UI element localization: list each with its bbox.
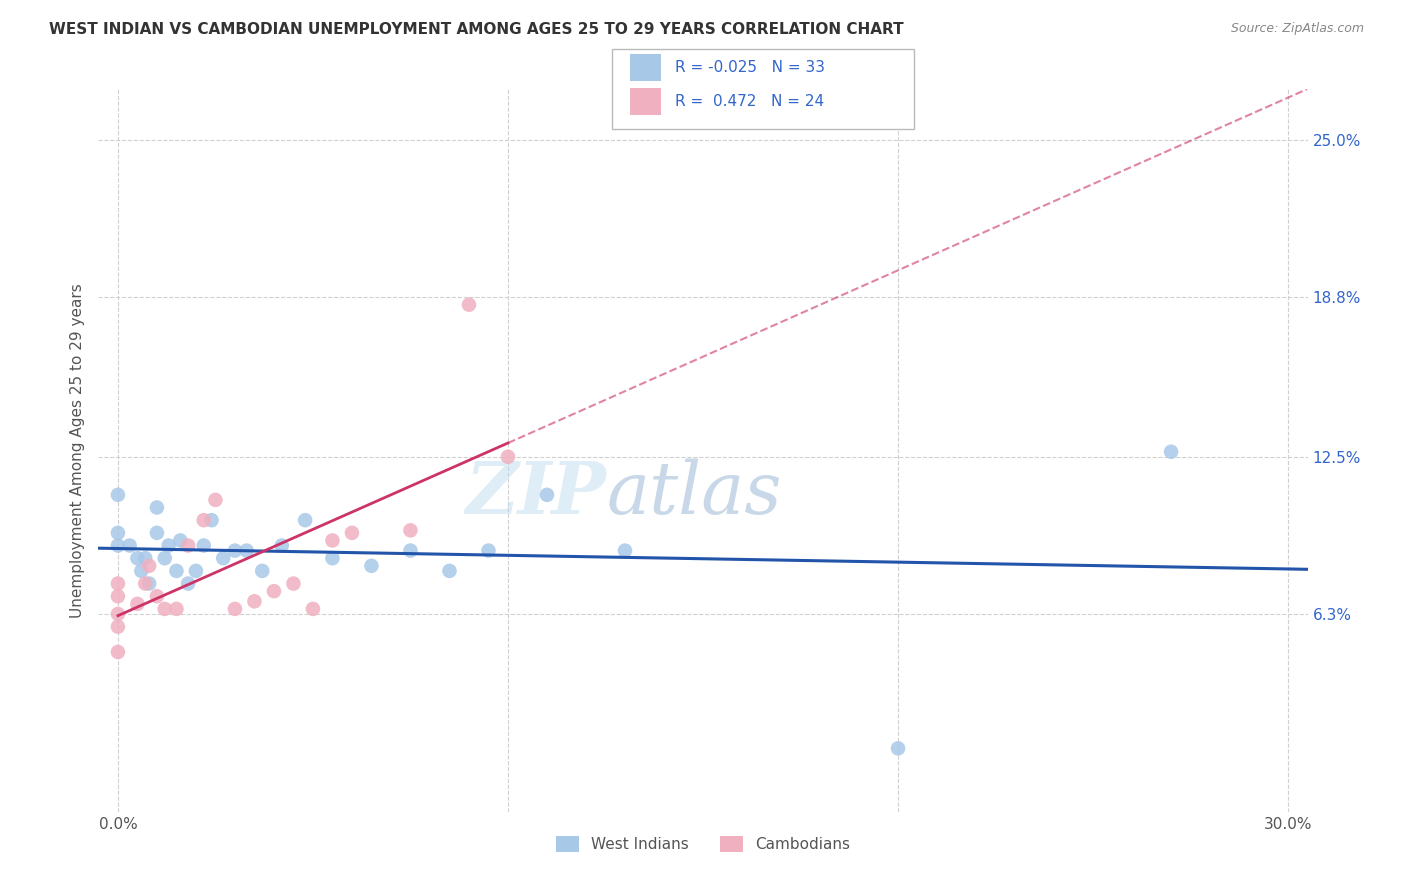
Point: [107, 576, 129, 591]
Point: [157, 539, 180, 553]
Point: [204, 492, 226, 507]
Point: [146, 500, 169, 515]
Point: [614, 543, 637, 558]
Point: [283, 576, 305, 591]
Text: WEST INDIAN VS CAMBODIAN UNEMPLOYMENT AMONG AGES 25 TO 29 YEARS CORRELATION CHAR: WEST INDIAN VS CAMBODIAN UNEMPLOYMENT AM…: [49, 22, 904, 37]
Text: Source: ZipAtlas.com: Source: ZipAtlas.com: [1230, 22, 1364, 36]
Point: [131, 564, 153, 578]
Point: [243, 594, 266, 608]
Point: [107, 539, 129, 553]
Point: [399, 524, 422, 538]
Point: [165, 564, 187, 578]
Point: [496, 450, 519, 464]
Point: [193, 539, 215, 553]
Point: [302, 602, 325, 616]
Point: [107, 645, 129, 659]
Point: [263, 584, 285, 599]
Point: [107, 488, 129, 502]
Point: [177, 539, 200, 553]
Legend: West Indians, Cambodians: West Indians, Cambodians: [550, 830, 856, 858]
Point: [107, 607, 129, 621]
Point: [458, 298, 481, 312]
Point: [224, 602, 246, 616]
Point: [439, 564, 461, 578]
Text: ZIP: ZIP: [465, 458, 606, 529]
Text: R = -0.025   N = 33: R = -0.025 N = 33: [675, 61, 825, 75]
Point: [184, 564, 207, 578]
Point: [118, 539, 141, 553]
Point: [200, 513, 222, 527]
Text: R =  0.472   N = 24: R = 0.472 N = 24: [675, 94, 824, 109]
Point: [134, 576, 156, 591]
Point: [165, 602, 187, 616]
Point: [153, 602, 176, 616]
Point: [127, 597, 149, 611]
Point: [235, 543, 257, 558]
Point: [107, 589, 129, 603]
Point: [146, 525, 169, 540]
Point: [887, 741, 910, 756]
Text: atlas: atlas: [606, 458, 782, 529]
Point: [169, 533, 191, 548]
Point: [127, 551, 149, 566]
Point: [252, 564, 274, 578]
Point: [340, 525, 363, 540]
Point: [360, 558, 382, 573]
Point: [212, 551, 235, 566]
Point: [321, 533, 343, 548]
Point: [399, 543, 422, 558]
Point: [177, 576, 200, 591]
Point: [321, 551, 343, 566]
Point: [224, 543, 246, 558]
Point: [294, 513, 316, 527]
Point: [270, 539, 292, 553]
Point: [146, 589, 169, 603]
Point: [153, 551, 176, 566]
Point: [107, 620, 129, 634]
Point: [134, 551, 156, 566]
Point: [1160, 444, 1182, 458]
Point: [477, 543, 499, 558]
Point: [138, 576, 160, 591]
Point: [193, 513, 215, 527]
Y-axis label: Unemployment Among Ages 25 to 29 years: Unemployment Among Ages 25 to 29 years: [69, 283, 84, 618]
Point: [107, 525, 129, 540]
Point: [536, 488, 558, 502]
Point: [138, 558, 160, 573]
